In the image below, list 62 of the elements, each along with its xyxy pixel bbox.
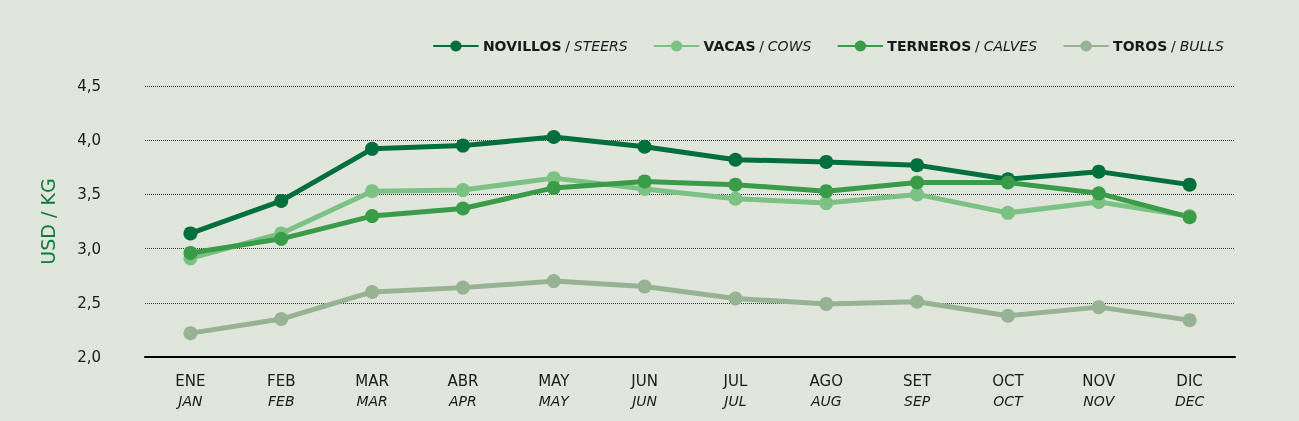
point (819, 184, 834, 199)
y-tick-label: 2,0 (77, 348, 101, 366)
point (637, 279, 652, 294)
point (365, 141, 380, 156)
x-tick-label: FEB FEB (267, 372, 296, 409)
legend-label: NOVILLOS / STEERS (482, 38, 628, 54)
point (819, 196, 834, 211)
point (1000, 308, 1015, 323)
point (728, 191, 743, 206)
x-tick-label: JUL JUL (721, 372, 748, 409)
point (365, 209, 380, 224)
point (819, 296, 834, 311)
x-tick-label: ENE JAN (175, 372, 206, 409)
point (365, 284, 380, 299)
point (1091, 186, 1106, 201)
legend-label: TOROS / BULLS (1113, 38, 1225, 54)
point (637, 174, 652, 189)
legend-label: VACAS / COWS (703, 38, 812, 54)
point (274, 312, 289, 327)
point (455, 201, 470, 216)
point (728, 177, 743, 192)
point (910, 175, 925, 190)
point (910, 187, 925, 202)
point (910, 158, 925, 173)
point (455, 280, 470, 295)
point (546, 129, 561, 144)
x-tick-label: ABR APR (447, 372, 479, 409)
legend-label: TERNEROS / CALVES (887, 38, 1038, 54)
x-tick-label: DIC DEC (1174, 372, 1205, 409)
point (546, 274, 561, 289)
point (819, 154, 834, 169)
x-tick-label: AGO AUG (809, 372, 843, 409)
y-tick-label: 3,5 (77, 185, 101, 204)
point (274, 231, 289, 246)
point (183, 326, 198, 341)
x-tick-label: SET SEP (903, 372, 932, 409)
point (183, 245, 198, 260)
point (1182, 313, 1197, 328)
x-tick-label: JUN JUN (629, 372, 658, 409)
point (637, 139, 652, 154)
point (1091, 164, 1106, 179)
point (1000, 205, 1015, 220)
point (728, 291, 743, 306)
point (1091, 300, 1106, 315)
y-axis-title: USD / KG (36, 178, 59, 265)
x-tick-label: OCT OCT (992, 372, 1025, 409)
x-tick-label: NOV NOV (1082, 372, 1116, 409)
y-tick-label: 4,5 (77, 77, 101, 95)
x-tick-label: MAR MAR (355, 372, 389, 409)
point (910, 294, 925, 309)
point (455, 183, 470, 198)
y-tick-label: 2,5 (77, 293, 101, 312)
point (728, 152, 743, 167)
point (546, 180, 561, 195)
point (455, 138, 470, 153)
point (183, 226, 198, 241)
y-tick-label: 4,0 (77, 131, 101, 150)
point (274, 193, 289, 208)
x-tick-label: MAY MAY (538, 372, 571, 409)
point (365, 184, 380, 199)
point (1182, 177, 1197, 192)
y-tick-label: 3,0 (77, 239, 101, 258)
